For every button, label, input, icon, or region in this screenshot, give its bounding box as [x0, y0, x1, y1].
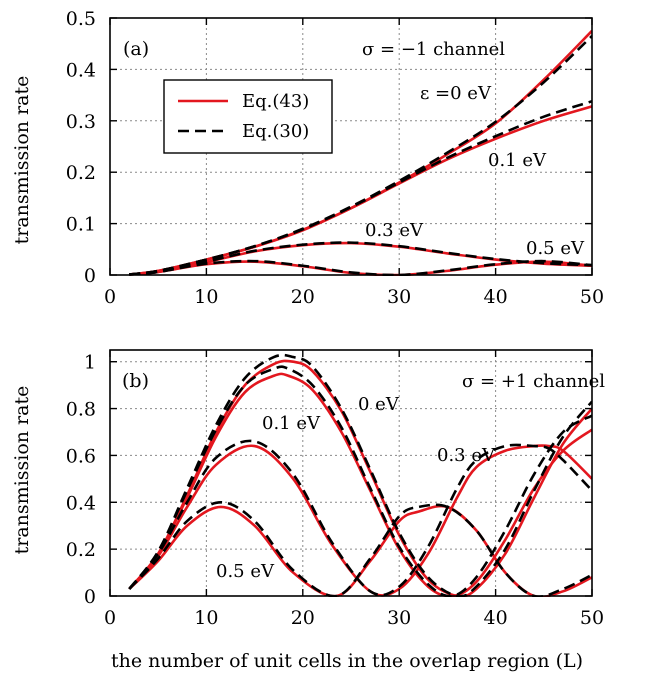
panel-b-label-e0.1: 0.1 eV — [262, 413, 321, 434]
panel-b-channel-annotation: σ = +1 channel — [462, 371, 605, 392]
panel-b: 0 10 20 30 40 50 0 0.2 0.4 0.6 0.8 1 transmission r… — [11, 349, 605, 672]
panel-b-label-e0.5: 0.5 eV — [216, 561, 275, 582]
series-line-0.1-ev-eq.-30 — [129, 100, 592, 276]
panel-b-label: (b) — [122, 370, 149, 392]
y-tick-label: 0.5 — [66, 8, 96, 30]
x-tick-label: 30 — [387, 607, 411, 629]
x-tick-label: 50 — [580, 607, 604, 629]
legend: Eq.(43) Eq.(30) — [163, 79, 333, 154]
x-tick-label: 50 — [580, 286, 604, 308]
x-tick-label: 40 — [484, 607, 508, 629]
series-line-0.1-ev-eq.-43 — [128, 372, 592, 597]
panel-b-ticks: 0 10 20 30 40 50 0 0.2 0.4 0.6 0.8 1 — [66, 350, 604, 629]
x-tick-label: 40 — [484, 286, 508, 308]
panel-a-label-e0: ε =0 eV — [420, 83, 492, 104]
y-tick-label: 0 — [84, 265, 96, 287]
series-line-0.1-ev-eq.-30 — [128, 365, 592, 597]
series-line-0.3-ev-eq.-30 — [129, 241, 592, 276]
y-tick-label: 0.4 — [66, 492, 96, 514]
panel-a-ticks: 0 10 20 30 40 50 0 0.1 0.2 0.3 0.4 0.5 — [66, 8, 604, 308]
x-tick-label: 10 — [194, 286, 218, 308]
y-tick-label: 0.6 — [66, 445, 96, 467]
series-line-0.1-ev-eq.-43 — [129, 105, 592, 276]
panel-a-frame — [109, 17, 593, 276]
x-tick-label: 20 — [291, 286, 315, 308]
y-tick-label: 0.2 — [66, 539, 96, 561]
y-tick-label: 0.3 — [66, 111, 96, 133]
x-tick-label: 10 — [194, 607, 218, 629]
y-tick-label: 0.8 — [66, 399, 96, 421]
panel-a-label-e0.3: 0.3 eV — [365, 220, 424, 241]
y-tick-label: 0.4 — [66, 59, 96, 81]
x-tick-label: 0 — [104, 607, 116, 629]
series-line-0.5-ev-eq.-30 — [128, 500, 592, 597]
panel-a-channel-annotation: σ = −1 channel — [362, 39, 505, 60]
y-tick-label: 0.1 — [66, 214, 96, 236]
panel-b-label-e0: 0 eV — [358, 394, 400, 415]
series-line-0.5-ev-eq.-30 — [129, 259, 592, 276]
series-line-0-ev-eq.-30 — [128, 353, 592, 597]
series-line-0.3-ev-eq.-30 — [128, 439, 592, 597]
panel-b-label-e0.3: 0.3 eV — [437, 445, 496, 466]
y-tick-label: 0 — [84, 586, 96, 608]
panel-b-curves — [128, 353, 592, 597]
panel-a-y-axis-label: transmission rate — [11, 76, 33, 245]
series-line-0.3-ev-eq.-43 — [128, 444, 592, 597]
legend-box — [163, 79, 333, 154]
panel-a-curves — [129, 29, 592, 276]
panel-a-label-e0.1: 0.1 eV — [488, 150, 547, 171]
series-line-0.3-ev-eq.-43 — [129, 241, 592, 276]
panel-b-y-axis-label: transmission rate — [11, 386, 33, 555]
x-tick-label: 20 — [291, 607, 315, 629]
panel-a-label-e0.5: 0.5 eV — [526, 238, 585, 259]
legend-label-eq30: Eq.(30) — [242, 121, 309, 142]
y-tick-label: 1 — [84, 352, 96, 374]
x-axis-label: the number of unit cells in the overlap … — [111, 650, 583, 672]
panel-b-frame — [109, 349, 593, 597]
panel-a: 0 10 20 30 40 50 0 0.1 0.2 0.3 0.4 0.5 transmission… — [11, 8, 604, 308]
legend-label-eq43: Eq.(43) — [242, 91, 309, 112]
panel-a-label: (a) — [123, 38, 149, 60]
x-tick-label: 0 — [104, 286, 116, 308]
y-tick-label: 0.2 — [66, 162, 96, 184]
x-tick-label: 30 — [387, 286, 411, 308]
